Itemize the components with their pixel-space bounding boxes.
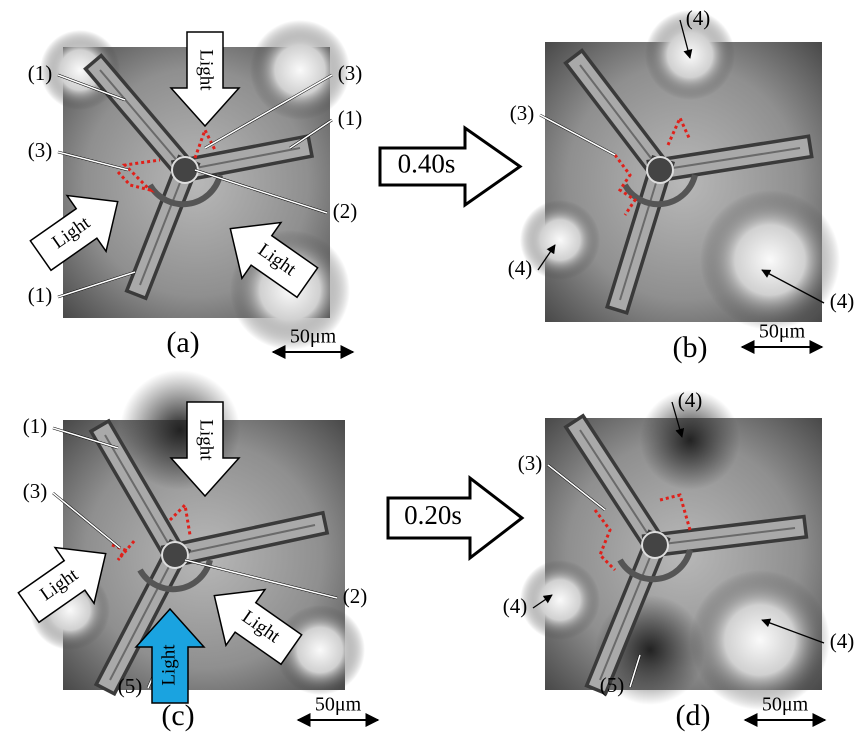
center-bead xyxy=(162,542,188,568)
scale-label: 50μm xyxy=(759,321,806,343)
light-label: Light xyxy=(196,49,217,91)
callout-label: (3) xyxy=(28,138,53,162)
light-spot xyxy=(690,570,830,710)
panel: (4) (3) (4) (4) (5) (d) 50μm xyxy=(503,388,855,732)
callout-label: (4) xyxy=(830,289,855,313)
figure: (1) (3) (1) (3) (2) (1) Light Light Light (a) 50μm… xyxy=(0,0,863,749)
panel: (4) (3) (4) (4) (b) 50μm xyxy=(508,6,855,364)
light-spot xyxy=(700,190,840,330)
panel-label: (b) xyxy=(673,331,708,364)
time-label: 0.40s xyxy=(398,149,456,179)
callout-label: (4) xyxy=(686,6,711,30)
callout-label: (2) xyxy=(333,199,358,223)
callout-label: (3) xyxy=(510,101,535,125)
center-bead xyxy=(647,157,673,183)
callout-label: (5) xyxy=(600,673,625,697)
callout-label: (1) xyxy=(28,61,53,85)
callout-label: (3) xyxy=(518,451,543,475)
scale-label: 50μm xyxy=(762,694,809,716)
light-spot xyxy=(520,560,600,640)
callout-label: (4) xyxy=(678,388,703,412)
light-spot xyxy=(250,20,350,120)
callout-label: (3) xyxy=(338,61,363,85)
panel-label: (d) xyxy=(676,699,711,732)
light-label: Light xyxy=(158,644,179,686)
callout-label: (4) xyxy=(503,594,528,618)
panel-label: (c) xyxy=(161,699,194,732)
time-label: 0.20s xyxy=(404,500,462,530)
callout-label: (3) xyxy=(23,479,48,503)
callout-label: (2) xyxy=(343,584,368,608)
callout-label: (5) xyxy=(118,674,143,698)
scale-label: 50μm xyxy=(315,694,362,716)
center-bead xyxy=(642,532,668,558)
light-label: Light xyxy=(196,419,217,461)
callout-label: (4) xyxy=(508,256,533,280)
callout-label: (4) xyxy=(830,629,855,653)
callout-label: (1) xyxy=(23,414,48,438)
callout-label: (1) xyxy=(338,106,363,130)
panel-label: (a) xyxy=(166,326,199,359)
scale-label: 50μm xyxy=(290,326,337,348)
center-bead xyxy=(172,157,198,183)
callout-label: (1) xyxy=(28,283,53,307)
